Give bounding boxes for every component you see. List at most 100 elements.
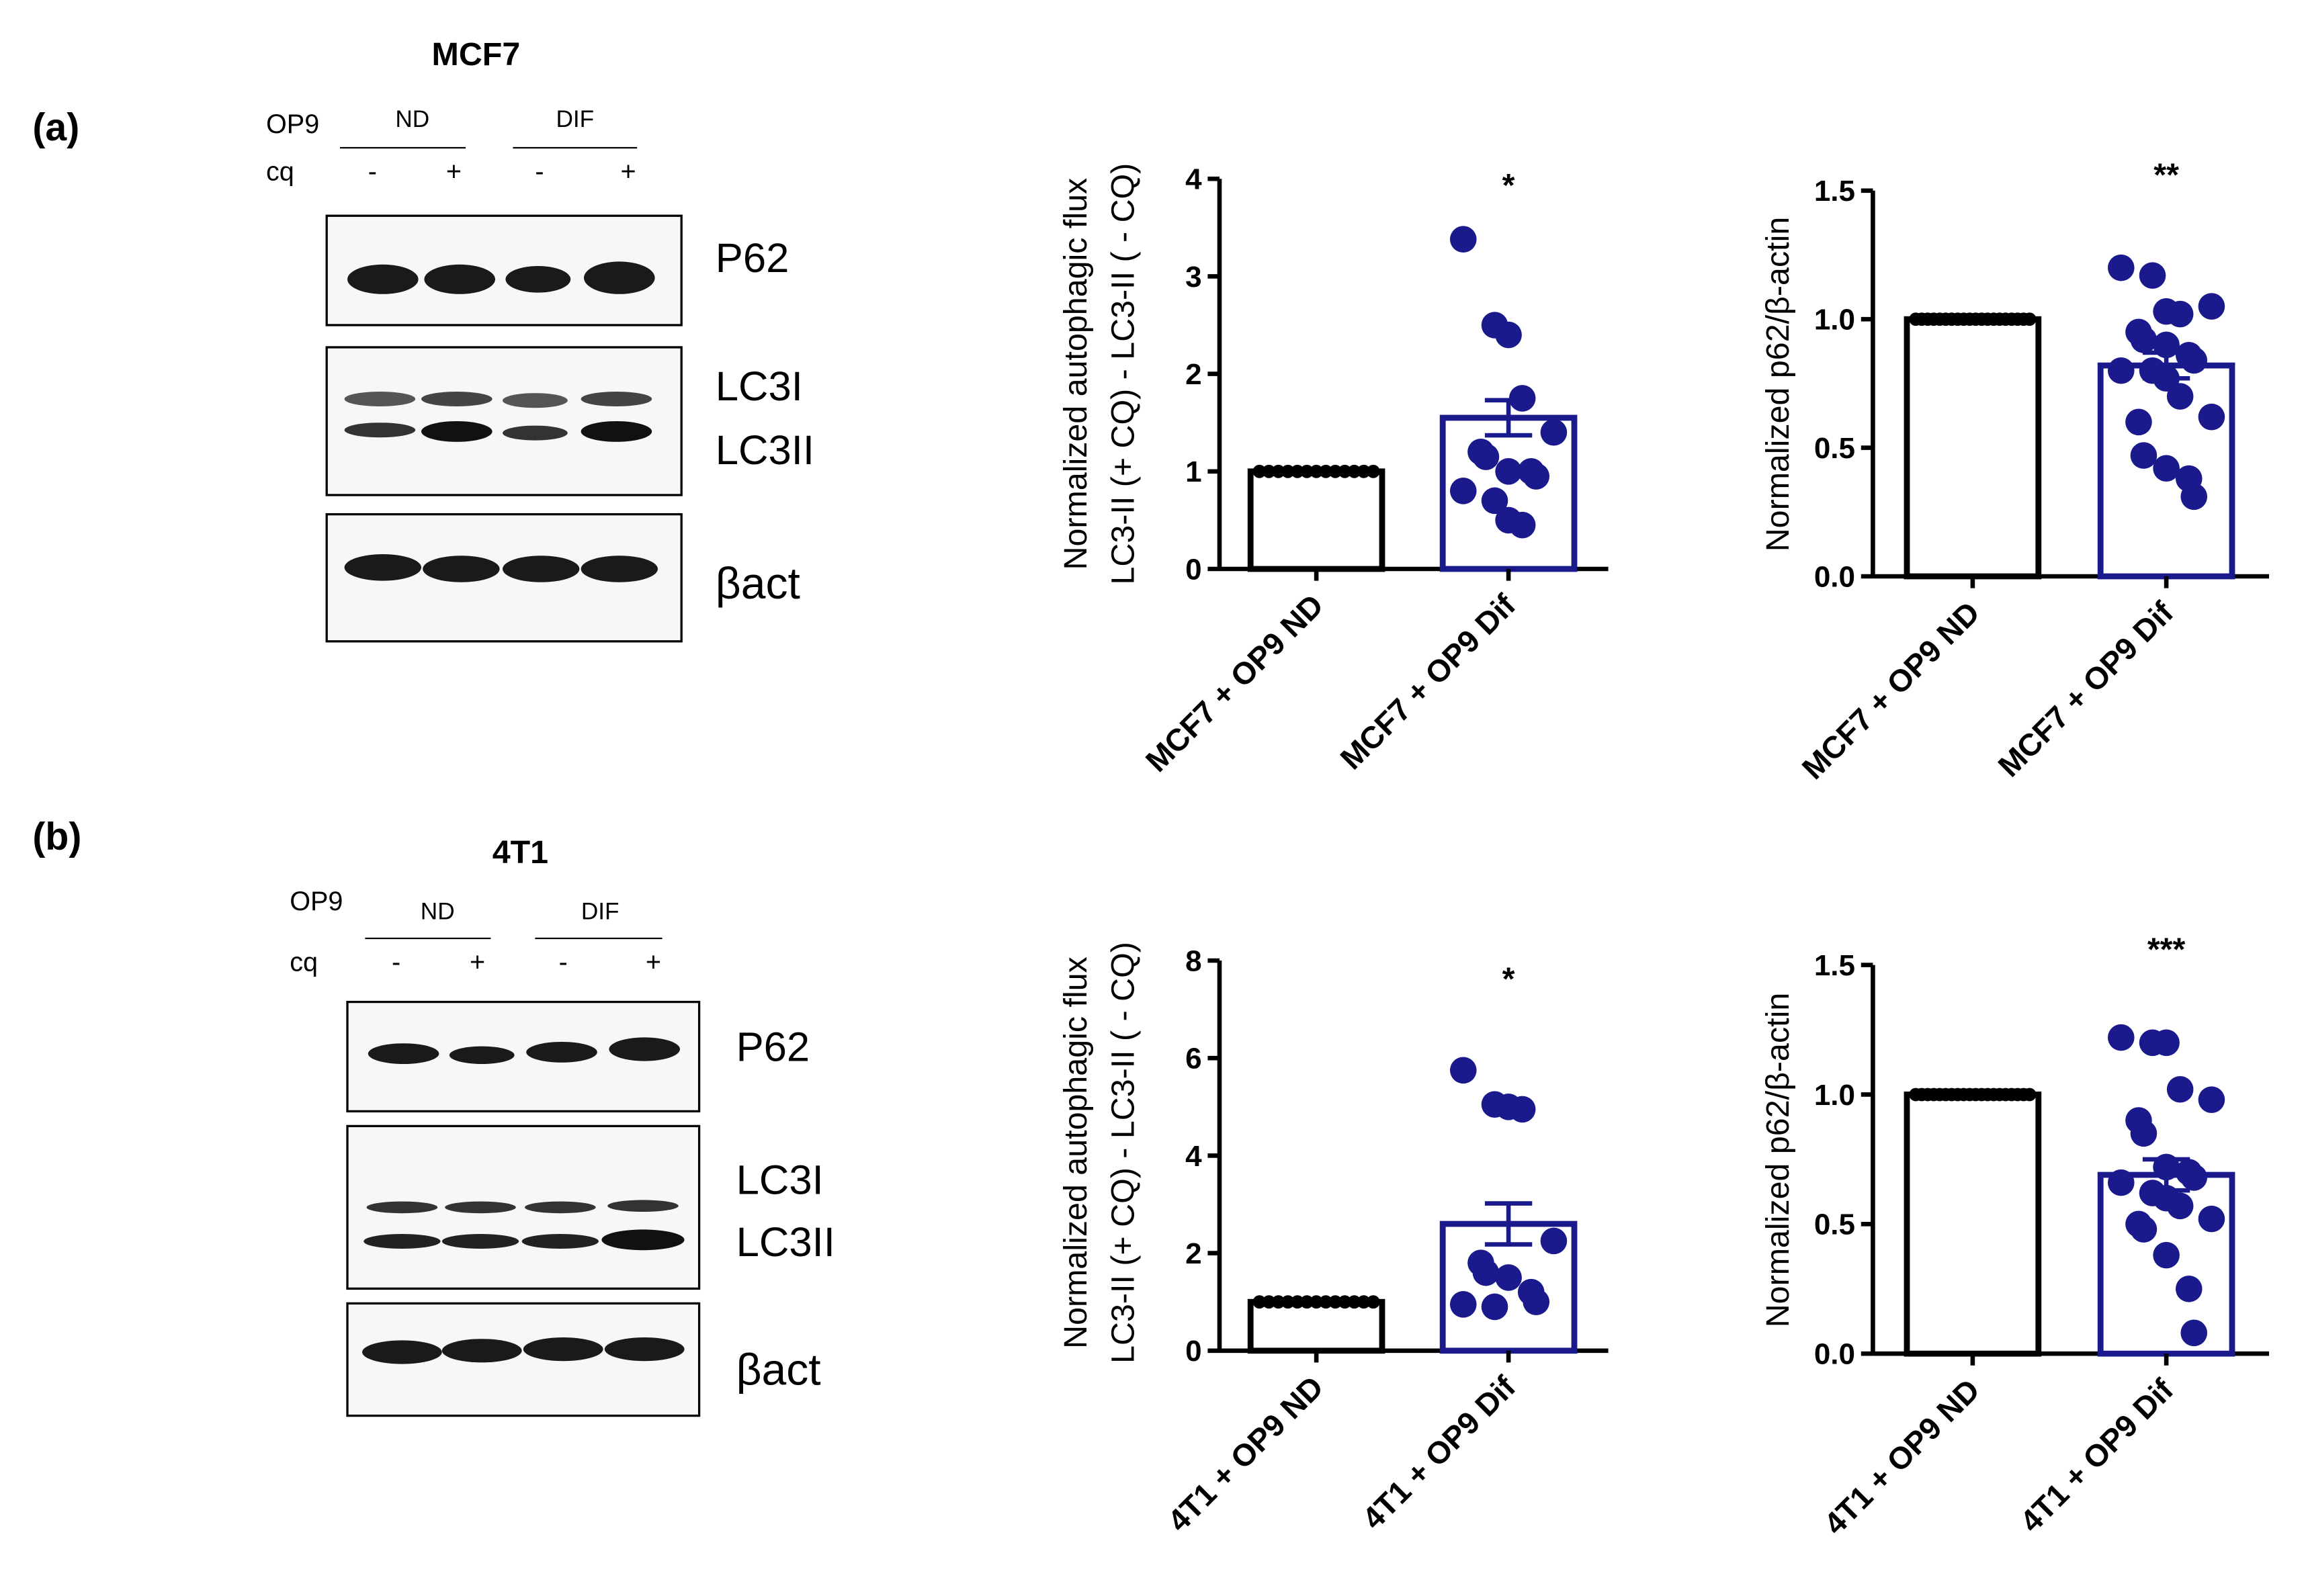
data-point bbox=[1338, 464, 1352, 478]
blot-b-lc3-bands bbox=[364, 1200, 685, 1251]
data-point bbox=[1347, 464, 1361, 478]
y-tick-label: 1 bbox=[1185, 455, 1201, 488]
panel-b-label: (b) bbox=[32, 815, 81, 858]
data-point bbox=[2166, 1075, 2194, 1103]
data-point bbox=[2166, 1192, 2194, 1220]
bar bbox=[1247, 1298, 1385, 1354]
data-point bbox=[1252, 464, 1267, 478]
y-axis-label: Normalized autophagic flux bbox=[1058, 957, 1094, 1349]
blot-a-group-nd: ND bbox=[395, 106, 429, 132]
data-point bbox=[1495, 458, 1522, 485]
data-point bbox=[2107, 1169, 2135, 1196]
category-label: 4T1 + OP9 Dif bbox=[2013, 1372, 2180, 1539]
significance-marker: *** bbox=[2147, 932, 2186, 968]
data-point bbox=[1319, 464, 1333, 478]
data-point bbox=[1357, 1295, 1371, 1309]
data-point bbox=[1449, 1057, 1477, 1084]
blot-a-group-dif: DIF bbox=[556, 106, 594, 132]
data-point bbox=[1262, 1295, 1276, 1309]
data-point bbox=[1328, 1295, 1342, 1309]
data-point bbox=[1357, 464, 1371, 478]
data-point bbox=[1300, 464, 1314, 478]
data-point bbox=[1508, 1096, 1536, 1123]
data-point bbox=[2107, 357, 2135, 384]
data-point bbox=[2153, 1241, 2180, 1269]
data-point bbox=[1252, 1295, 1267, 1309]
blot-b-cq-mark-3: - bbox=[559, 947, 568, 977]
data-point bbox=[2107, 1024, 2135, 1051]
blot-a-actin-bands bbox=[344, 554, 658, 582]
data-point bbox=[1300, 1295, 1314, 1309]
data-point bbox=[1271, 464, 1285, 478]
y-tick-label: 6 bbox=[1185, 1043, 1201, 1075]
data-point bbox=[1281, 464, 1295, 478]
y-tick-label: 8 bbox=[1185, 944, 1201, 977]
data-point bbox=[1271, 1295, 1285, 1309]
data-point bbox=[1310, 1295, 1323, 1309]
data-point bbox=[2130, 326, 2158, 353]
data-point bbox=[1508, 511, 1536, 539]
data-point bbox=[2153, 331, 2180, 359]
blot-a-title: MCF7 bbox=[432, 36, 521, 73]
data-point bbox=[1281, 1295, 1295, 1309]
blot-a-cq-mark-1: - bbox=[368, 157, 377, 186]
data-point bbox=[1449, 1291, 1477, 1318]
blot-b-title: 4T1 bbox=[493, 834, 548, 871]
blot-a-lc3-box bbox=[325, 346, 683, 496]
blot-a: MCF7 OP9 cq ND DIF - + - + bbox=[266, 36, 814, 643]
y-axis-label: Normalized p62/β-actin bbox=[1760, 993, 1796, 1328]
data-point bbox=[1319, 1295, 1333, 1309]
y-tick-label: 2 bbox=[1185, 358, 1201, 391]
y-axis-label: Normalized p62/β-actin bbox=[1760, 217, 1796, 552]
data-point bbox=[1495, 321, 1522, 349]
significance-marker: * bbox=[1502, 168, 1515, 204]
blot-b-p62-bands bbox=[368, 1037, 680, 1064]
blot-b-actin-label: βact bbox=[736, 1344, 821, 1394]
y-axis-label: LC3-II (+ CQ) - LC3-II ( - CQ) bbox=[1105, 163, 1141, 585]
blot-a-actin-label: βact bbox=[716, 558, 800, 608]
y-tick-label: 0.0 bbox=[1814, 560, 1855, 593]
data-point bbox=[2180, 1319, 2208, 1347]
y-tick-label: 4 bbox=[1185, 163, 1202, 196]
data-point bbox=[2130, 1216, 2158, 1243]
blot-a-cq-mark-2: + bbox=[446, 157, 462, 186]
significance-marker: * bbox=[1502, 961, 1515, 998]
blot-b-lc3i-label: LC3I bbox=[736, 1157, 824, 1204]
blot-a-cq-mark-4: + bbox=[620, 157, 636, 186]
blot-b-group-nd: ND bbox=[421, 898, 455, 924]
blot-a-lc3ii-label: LC3II bbox=[716, 427, 814, 474]
data-point bbox=[2166, 300, 2194, 328]
data-point bbox=[2175, 1275, 2203, 1302]
data-point bbox=[1472, 443, 1500, 470]
panel-a-label: (a) bbox=[32, 106, 79, 149]
blot-b-cq-mark-4: + bbox=[646, 947, 661, 977]
data-point bbox=[2166, 383, 2194, 410]
chart-flux-4t1: 0 2 4 6 8 Normalized autophagic flux LC3-II (+… bbox=[1058, 942, 1609, 1538]
y-tick-label: 1.5 bbox=[1814, 175, 1855, 208]
blot-b-group-dif: DIF bbox=[581, 898, 620, 924]
data-point bbox=[1495, 1264, 1522, 1291]
data-point bbox=[2022, 1088, 2037, 1102]
data-point bbox=[2180, 483, 2208, 511]
data-point bbox=[1347, 1295, 1361, 1309]
data-point bbox=[2180, 347, 2208, 374]
data-point bbox=[2125, 408, 2152, 436]
bar bbox=[1904, 1092, 2042, 1357]
blot-b-p62-label: P62 bbox=[736, 1024, 810, 1071]
chart-p62-4t1: 0.0 0.5 1.0 1.5 Normalized p62/β-actin 4T1 + … bbox=[1760, 932, 2270, 1542]
data-point bbox=[2139, 262, 2166, 289]
data-point bbox=[2198, 1086, 2225, 1113]
data-point bbox=[2198, 403, 2225, 431]
category-label: 4T1 + OP9 Dif bbox=[1355, 1369, 1523, 1536]
blot-b-actin-bands bbox=[362, 1337, 685, 1364]
data-point bbox=[1328, 464, 1342, 478]
y-axis-label: Normalized autophagic flux bbox=[1058, 178, 1094, 570]
data-point bbox=[2198, 1205, 2225, 1233]
data-point bbox=[1481, 1293, 1508, 1321]
category-label: MCF7 + OP9 Dif bbox=[1992, 594, 2180, 783]
blot-b-lc3ii-label: LC3II bbox=[736, 1219, 835, 1266]
data-point bbox=[1310, 464, 1323, 478]
blot-a-lc3i-label: LC3I bbox=[716, 363, 803, 410]
bar bbox=[1904, 316, 2042, 580]
y-tick-label: 1.5 bbox=[1814, 949, 1855, 982]
